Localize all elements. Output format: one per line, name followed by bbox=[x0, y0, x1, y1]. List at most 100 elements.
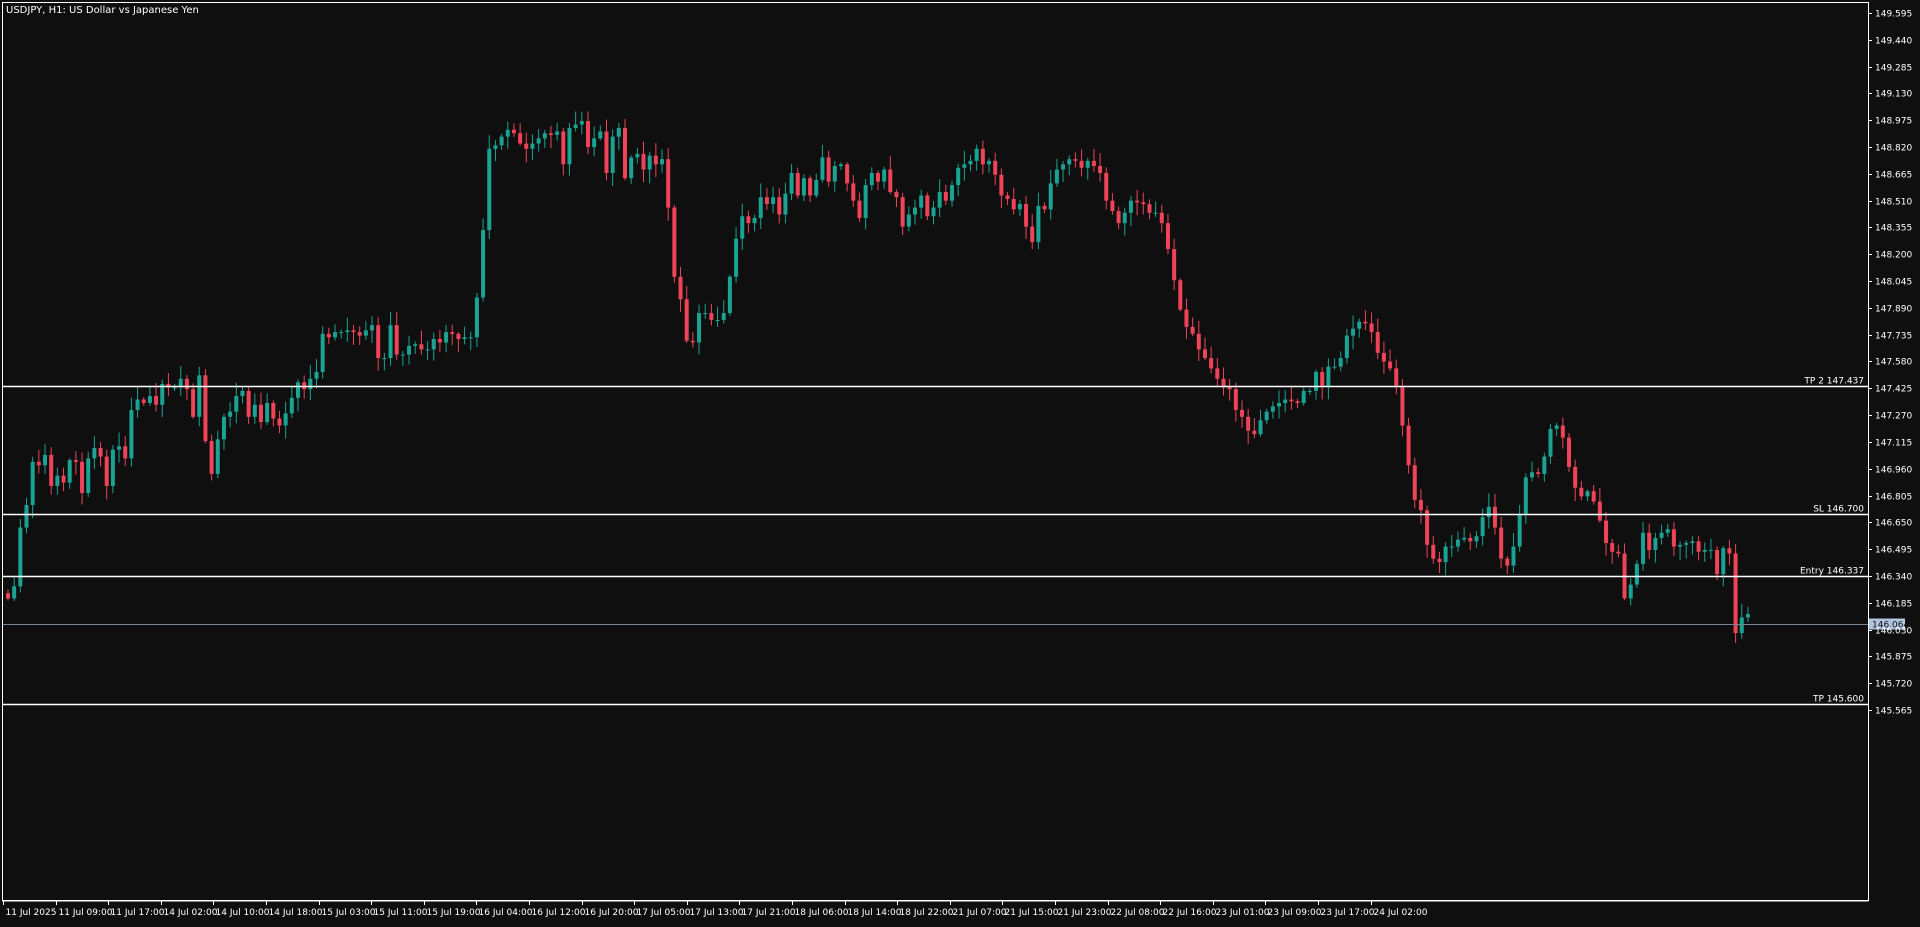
candle-body bbox=[462, 337, 467, 340]
candle-body bbox=[1196, 333, 1201, 350]
candle-body bbox=[851, 183, 856, 201]
candle-body bbox=[425, 349, 430, 351]
candle-body bbox=[388, 325, 393, 359]
y-tick-label: 147.735 bbox=[1875, 332, 1912, 342]
candle-body bbox=[1054, 169, 1059, 184]
candle bbox=[863, 179, 868, 230]
candle-body bbox=[542, 133, 547, 139]
candle bbox=[394, 311, 399, 360]
candle bbox=[524, 132, 529, 163]
candle-body bbox=[530, 143, 535, 149]
candle bbox=[110, 445, 115, 494]
candle-body bbox=[1425, 510, 1430, 545]
candle bbox=[326, 327, 331, 345]
chart-title: USDJPY, H1: US Dollar vs Japanese Yen bbox=[6, 5, 199, 16]
candle-body bbox=[1480, 517, 1485, 537]
candle-body bbox=[1351, 328, 1356, 336]
candle-body bbox=[339, 332, 344, 334]
candle bbox=[419, 330, 424, 355]
candle bbox=[592, 126, 597, 157]
candle bbox=[1147, 199, 1152, 220]
candle-body bbox=[585, 121, 590, 148]
candle bbox=[289, 387, 294, 419]
candle-body bbox=[629, 157, 634, 179]
y-tick-label: 146.650 bbox=[1875, 519, 1912, 529]
candle bbox=[968, 155, 973, 172]
candle bbox=[1036, 192, 1041, 250]
candle-body bbox=[450, 332, 455, 334]
candle-body bbox=[1517, 513, 1522, 547]
candle-body bbox=[493, 145, 498, 149]
candle bbox=[869, 167, 874, 191]
candle bbox=[1184, 298, 1189, 339]
candle bbox=[1240, 400, 1244, 428]
candle bbox=[789, 164, 794, 201]
candle-body bbox=[1505, 558, 1510, 566]
candle-body bbox=[1085, 160, 1090, 168]
candle-body bbox=[697, 313, 702, 343]
candle bbox=[1486, 493, 1491, 529]
candle-body bbox=[49, 454, 54, 487]
candle-body bbox=[1678, 544, 1683, 547]
candle-body bbox=[1727, 548, 1732, 554]
candle-body bbox=[172, 387, 177, 389]
candle bbox=[1326, 358, 1331, 400]
candle bbox=[252, 393, 257, 424]
candle bbox=[203, 369, 208, 444]
candle-body bbox=[1061, 164, 1066, 170]
candle-body bbox=[1455, 539, 1460, 547]
candle-body bbox=[178, 378, 183, 388]
candle-body bbox=[252, 404, 257, 417]
candle bbox=[1363, 310, 1368, 331]
y-tick-label: 149.595 bbox=[1875, 10, 1912, 20]
candle-body bbox=[795, 172, 800, 196]
candle bbox=[1073, 152, 1078, 168]
y-tick-label: 145.720 bbox=[1875, 680, 1912, 690]
candle-body bbox=[474, 297, 479, 338]
candle-body bbox=[1394, 368, 1399, 386]
candle-body bbox=[129, 409, 134, 459]
candle bbox=[1017, 200, 1022, 216]
candle bbox=[1128, 195, 1133, 227]
candle-body bbox=[141, 399, 146, 404]
candle bbox=[1505, 555, 1510, 575]
candle-body bbox=[61, 475, 66, 483]
candle-body bbox=[265, 403, 270, 423]
candle-body bbox=[18, 527, 23, 587]
candle-body bbox=[92, 447, 97, 459]
candle-body bbox=[1659, 532, 1664, 538]
candle-body bbox=[1091, 160, 1096, 167]
candle bbox=[67, 458, 72, 489]
candle-body bbox=[394, 325, 399, 355]
candle bbox=[832, 160, 837, 192]
candle-body bbox=[511, 129, 516, 134]
x-tick-label: 18 Jul 06:00 bbox=[795, 908, 849, 918]
candle bbox=[1338, 351, 1343, 372]
candle-body bbox=[437, 339, 442, 343]
candle bbox=[851, 175, 856, 207]
trade-levels-group: TP 2 147.437 SL 146.700 Entry 146.337 TP 14… bbox=[3, 377, 1909, 706]
candle bbox=[6, 589, 10, 601]
candle bbox=[197, 366, 202, 427]
candle-body bbox=[1708, 550, 1713, 552]
candle bbox=[1295, 398, 1300, 408]
candle-body bbox=[592, 138, 597, 148]
candle-body bbox=[1604, 520, 1609, 544]
candle-body bbox=[1412, 465, 1417, 500]
candle-body bbox=[1270, 406, 1275, 412]
candle-body bbox=[1147, 204, 1152, 213]
candle bbox=[1042, 202, 1047, 214]
candle bbox=[1400, 379, 1405, 437]
x-tick-label: 15 Jul 03:00 bbox=[322, 908, 376, 918]
candle-body bbox=[832, 166, 837, 182]
candle-body bbox=[838, 164, 843, 167]
candle bbox=[1307, 388, 1312, 396]
x-tick-label: 18 Jul 22:00 bbox=[900, 908, 954, 918]
candle-body bbox=[1437, 558, 1442, 563]
candle bbox=[1061, 161, 1066, 183]
candle-body bbox=[1647, 532, 1652, 551]
candle bbox=[339, 329, 344, 339]
